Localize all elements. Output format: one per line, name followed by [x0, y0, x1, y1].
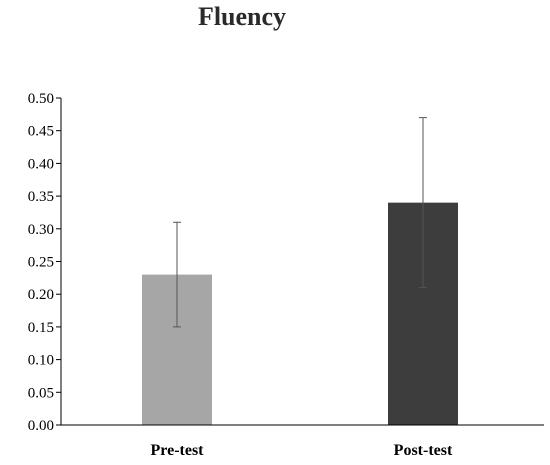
x-category-label: Post-test [394, 442, 453, 459]
x-category-label: Pre-test [151, 442, 205, 459]
y-tick-label: 0.50 [28, 91, 54, 107]
y-tick-label: 0.25 [28, 255, 54, 271]
y-tick-label: 0.10 [28, 353, 54, 369]
y-tick-label: 0.35 [28, 189, 54, 205]
error-bars [173, 117, 427, 328]
y-tick-label: 0.40 [28, 156, 54, 172]
y-tick-label: 0.30 [28, 222, 54, 238]
x-axis: Pre-test Post-test [61, 424, 544, 459]
y-tick-label: 0.05 [28, 385, 54, 401]
y-tick-label: 0.20 [28, 287, 54, 303]
y-axis: 0.00 0.05 0.10 0.15 0.20 0.25 0.30 0.35 0.40 0.45… [28, 91, 62, 434]
chart-title: Fluency [197, 2, 287, 31]
bars [142, 202, 458, 425]
y-tick-label: 0.15 [28, 320, 54, 336]
y-tick-label: 0.45 [28, 124, 54, 140]
y-tick-label: 0.00 [28, 418, 54, 434]
